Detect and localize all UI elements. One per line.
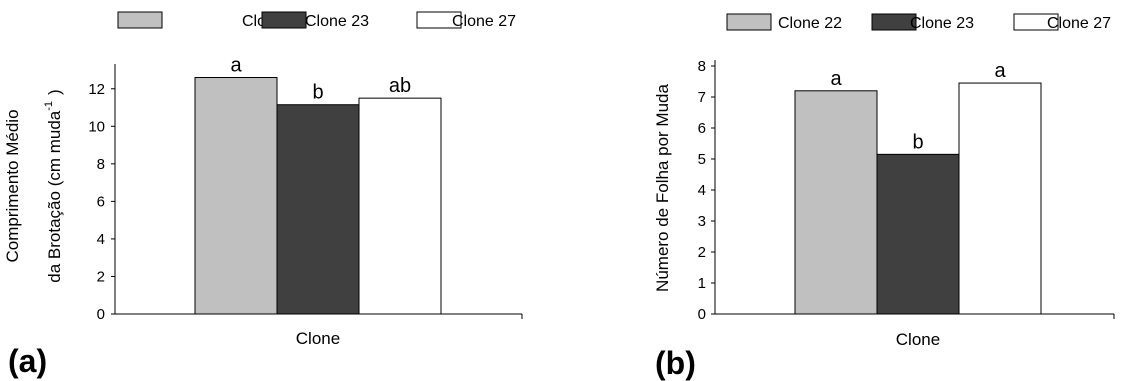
- y-tick-label-a: 12: [88, 81, 105, 98]
- significance-label-b-3: a: [994, 60, 1006, 82]
- y-tick-label-b: 4: [698, 182, 706, 199]
- y-axis-title-a-superscript: -1: [43, 101, 55, 111]
- legend-label-a-2: Clone 23: [305, 13, 369, 30]
- significance-label-a-2: b: [312, 82, 323, 104]
- y-tick-label-b: 0: [698, 306, 706, 323]
- legend-b: Clone 22 Clone 23 Clone 27: [726, 13, 1111, 32]
- y-tick-label-b: 3: [698, 213, 706, 230]
- legend-label-b-3: Clone 27: [1047, 15, 1111, 32]
- y-tick-label-a: 10: [88, 118, 105, 135]
- legend-label-b-1: Clone 22: [778, 15, 842, 32]
- x-axis-title-a: Clone: [296, 329, 340, 348]
- y-tick-label-b: 5: [698, 151, 706, 168]
- bar-b-2: [876, 153, 960, 315]
- y-tick-label-a: 6: [97, 193, 105, 210]
- significance-label-b-2: b: [912, 131, 923, 153]
- y-axis-title-a-close: ): [45, 89, 64, 95]
- y-tick-label-a: 2: [97, 268, 105, 285]
- bar-b-3: [958, 82, 1042, 315]
- legend-swatch-a-1: [117, 11, 163, 29]
- bar-a-3: [358, 97, 442, 315]
- legend-swatch-b-2: [871, 13, 917, 31]
- x-axis-title-b: Clone: [896, 330, 940, 349]
- significance-label-a-1: a: [230, 55, 242, 77]
- legend-swatch-b-1: [726, 13, 772, 31]
- chart-panel-b: Clone 22 Clone 23 Clone 27 Número de Folha…: [653, 13, 1115, 381]
- y-axis-title-a-text: da Brotação (cm muda: [45, 110, 64, 283]
- significance-label-b-1: a: [830, 68, 842, 90]
- y-axis-title-b: Número de Folha por Muda: [653, 84, 672, 292]
- y-tick-label-b: 1: [698, 275, 706, 292]
- bars-b: a b a: [794, 60, 1042, 315]
- legend-swatch-a-2: [261, 11, 307, 29]
- y-tick-label-b: 8: [698, 58, 706, 75]
- y-tick-label-a: 0: [97, 306, 105, 323]
- legend-label-b-2: Clone 23: [910, 15, 974, 32]
- panel-label-a: (a): [8, 343, 47, 379]
- significance-label-a-3: ab: [389, 75, 411, 97]
- legend-swatch-b-3: [1013, 13, 1059, 31]
- bar-b-1: [794, 90, 878, 315]
- legend-label-a-3: Clone 27: [452, 13, 516, 30]
- bars-a: ab ab: [194, 55, 442, 315]
- bar-a-1: [194, 77, 278, 315]
- y-axis-title-a-line1: Comprimento Médio: [3, 109, 22, 262]
- y-tick-label-b: 7: [698, 89, 706, 106]
- legend-swatch-a-3: [416, 11, 462, 29]
- panel-label-b: (b): [655, 345, 696, 381]
- y-tick-label-a: 8: [97, 156, 105, 173]
- y-axis-title-a-line2: da Brotação (cm muda-1): [43, 89, 64, 282]
- y-tick-label-a: 4: [97, 231, 105, 248]
- y-tick-label-b: 6: [698, 120, 706, 137]
- y-tick-label-b: 2: [698, 244, 706, 261]
- bar-a-2: [276, 104, 360, 315]
